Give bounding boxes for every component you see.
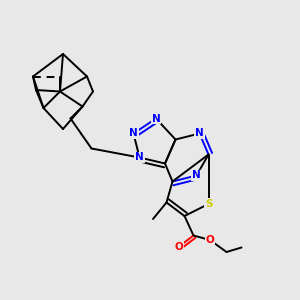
Text: N: N xyxy=(129,128,138,139)
Text: N: N xyxy=(135,152,144,163)
Text: N: N xyxy=(195,128,204,139)
Text: O: O xyxy=(174,242,183,252)
Text: O: O xyxy=(206,235,214,245)
Text: N: N xyxy=(152,113,160,124)
Text: S: S xyxy=(205,199,212,209)
Text: N: N xyxy=(192,170,201,181)
